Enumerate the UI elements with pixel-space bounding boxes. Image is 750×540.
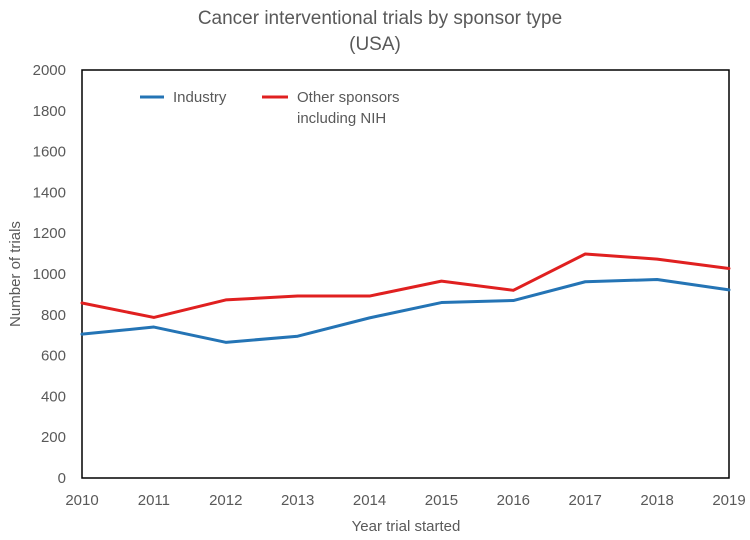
- legend-label: including NIH: [297, 110, 386, 127]
- y-tick-label: 1400: [33, 184, 66, 201]
- x-tick-label: 2011: [138, 492, 170, 509]
- y-tick-label: 800: [41, 307, 66, 324]
- x-axis-label: Year trial started: [352, 518, 461, 535]
- x-tick-label: 2019: [712, 492, 745, 509]
- x-tick-label: 2015: [425, 492, 458, 509]
- legend-label: Industry: [173, 89, 227, 106]
- chart-title-line2: (USA): [349, 34, 401, 55]
- x-tick-label: 2017: [569, 492, 602, 509]
- y-tick-label: 1800: [33, 103, 66, 120]
- y-tick-label: 600: [41, 348, 66, 365]
- y-axis-ticks: 0 200 400 600 800 1000 1200 1400 1600 1800 2000: [33, 62, 66, 487]
- y-axis-label: Number of trials: [7, 221, 24, 327]
- series-line-other-sponsors: [80, 252, 731, 319]
- x-axis-ticks: 2010 2011 2012 2013 2014 2015 2016 2017 2018 2019: [65, 492, 745, 509]
- x-tick-label: 2010: [65, 492, 98, 509]
- x-tick-label: 2012: [209, 492, 242, 509]
- y-tick-label: 1000: [33, 266, 66, 283]
- series-lines: [80, 252, 731, 344]
- y-tick-label: 0: [58, 470, 66, 487]
- x-tick-label: 2016: [497, 492, 530, 509]
- series-line-industry: [80, 278, 731, 344]
- legend-label: Other sponsors: [297, 89, 400, 106]
- plot-area: [81, 69, 730, 479]
- chart-title-line1: Cancer interventional trials by sponsor …: [198, 8, 562, 29]
- x-tick-label: 2018: [640, 492, 673, 509]
- x-tick-label: 2013: [281, 492, 314, 509]
- y-tick-label: 400: [41, 388, 66, 405]
- legend: Industry Other sponsors including NIH: [140, 89, 400, 127]
- y-tick-label: 1200: [33, 225, 66, 242]
- y-tick-label: 200: [41, 429, 66, 446]
- y-tick-label: 1600: [33, 144, 66, 161]
- y-tick-label: 2000: [33, 62, 66, 79]
- x-tick-label: 2014: [353, 492, 386, 509]
